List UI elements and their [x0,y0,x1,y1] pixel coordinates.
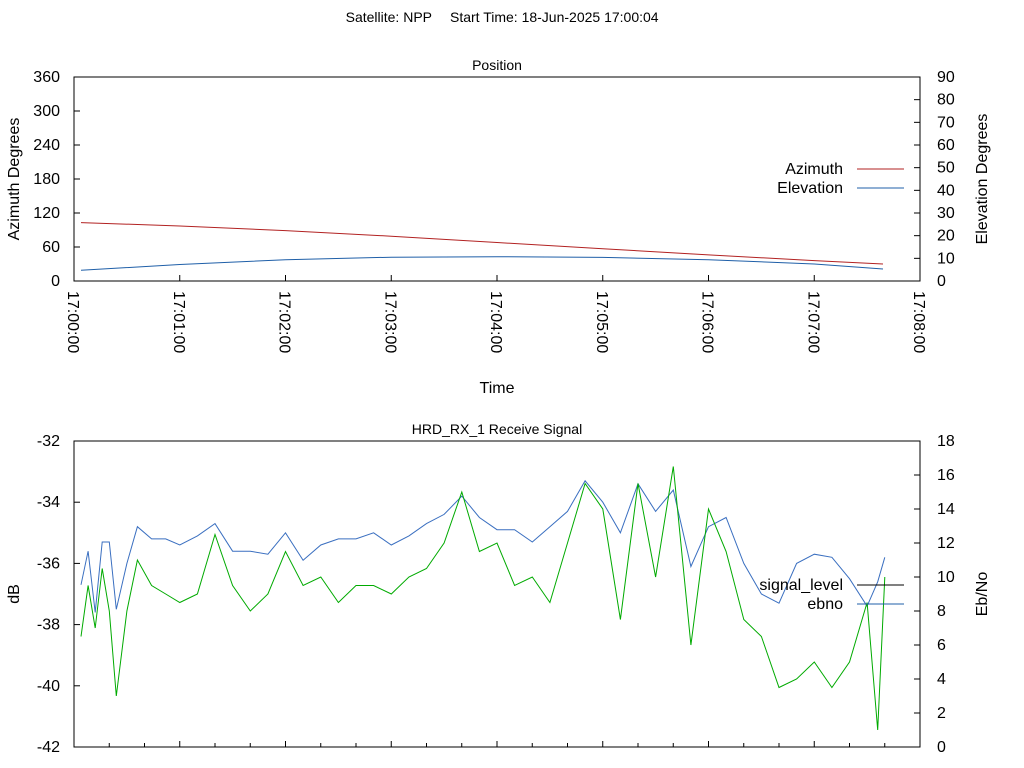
db-axis-label: dB [6,584,23,604]
elevation-line [80,256,884,271]
signal-title: HRD_RX_1 Receive Signal [412,421,582,437]
elevation-tick-label: 70 [937,114,955,131]
ebno-tick-label: 2 [937,705,946,722]
satellite-label: Satellite: NPP [346,9,432,25]
time-tick-label: 17:06:00 [699,291,716,353]
start-time-label: Start Time: 18-Jun-2025 17:00:04 [450,9,659,25]
db-tick-label: -42 [37,739,60,756]
ebno-legend-label: ebno [807,596,843,613]
db-tick-label: -34 [37,494,60,511]
ebno-tick-label: 6 [937,637,946,654]
azimuth-tick-label: 120 [33,205,60,222]
signal-level-legend-label: signal_level [759,577,843,594]
time-tick-label: 17:04:00 [487,291,504,353]
elevation-tick-label: 80 [937,92,955,109]
time-tick-label: 17:03:00 [381,291,398,353]
azimuth-tick-label: 300 [33,103,60,120]
azimuth-axis-label: Azimuth Degrees [6,118,23,241]
ebno-tick-label: 8 [937,603,946,620]
position-chart: Position Time Azimuth Degrees Elevation … [6,57,991,397]
time-tick-label: 17:05:00 [593,291,610,353]
receive-signal-chart: HRD_RX_1 Receive Signal dB Eb/No -42 -40 -… [6,421,991,756]
db-tick-label: -40 [37,678,60,695]
ebno-tick-label: 14 [937,501,955,518]
elevation-tick-label: 90 [937,69,955,86]
ebno-tick-label: 4 [937,671,946,688]
time-tick-label: 17:00:00 [64,291,81,353]
time-tick-label: 17:07:00 [804,291,821,353]
position-title: Position [472,57,522,73]
elevation-tick-label: 40 [937,182,955,199]
elevation-tick-label: 60 [937,137,955,154]
azimuth-line [80,222,884,265]
azimuth-tick-label: 0 [51,273,60,290]
signal-level-line [80,479,886,613]
azimuth-tick-label: 360 [33,69,60,86]
elevation-tick-label: 10 [937,250,955,267]
db-tick-label: -36 [37,555,60,572]
ebno-axis-label: Eb/No [974,572,991,617]
elevation-tick-label: 0 [937,273,946,290]
elevation-tick-label: 20 [937,228,955,245]
signal-plot-frame [73,440,921,748]
elevation-tick-label: 50 [937,160,955,177]
elevation-axis-label: Elevation Degrees [974,114,991,245]
ebno-tick-label: 10 [937,569,955,586]
db-tick-label: -32 [37,433,60,450]
position-plot-frame [73,76,921,282]
azimuth-tick-label: 240 [33,137,60,154]
ebno-tick-label: 18 [937,433,955,450]
time-tick-label: 17:02:00 [276,291,293,353]
time-tick-label: 17:01:00 [170,291,187,353]
ebno-tick-label: 12 [937,535,955,552]
ebno-tick-label: 16 [937,467,955,484]
ebno-tick-label: 0 [937,739,946,756]
ebno-line [80,466,886,731]
azimuth-tick-label: 60 [42,239,60,256]
time-tick-label: 17:08:00 [910,291,927,353]
azimuth-legend-label: Azimuth [785,161,843,178]
db-tick-label: -38 [37,617,60,634]
elevation-tick-label: 30 [937,205,955,222]
position-x-axis-label: Time [480,380,515,397]
elevation-legend-label: Elevation [777,180,843,197]
azimuth-tick-label: 180 [33,171,60,188]
